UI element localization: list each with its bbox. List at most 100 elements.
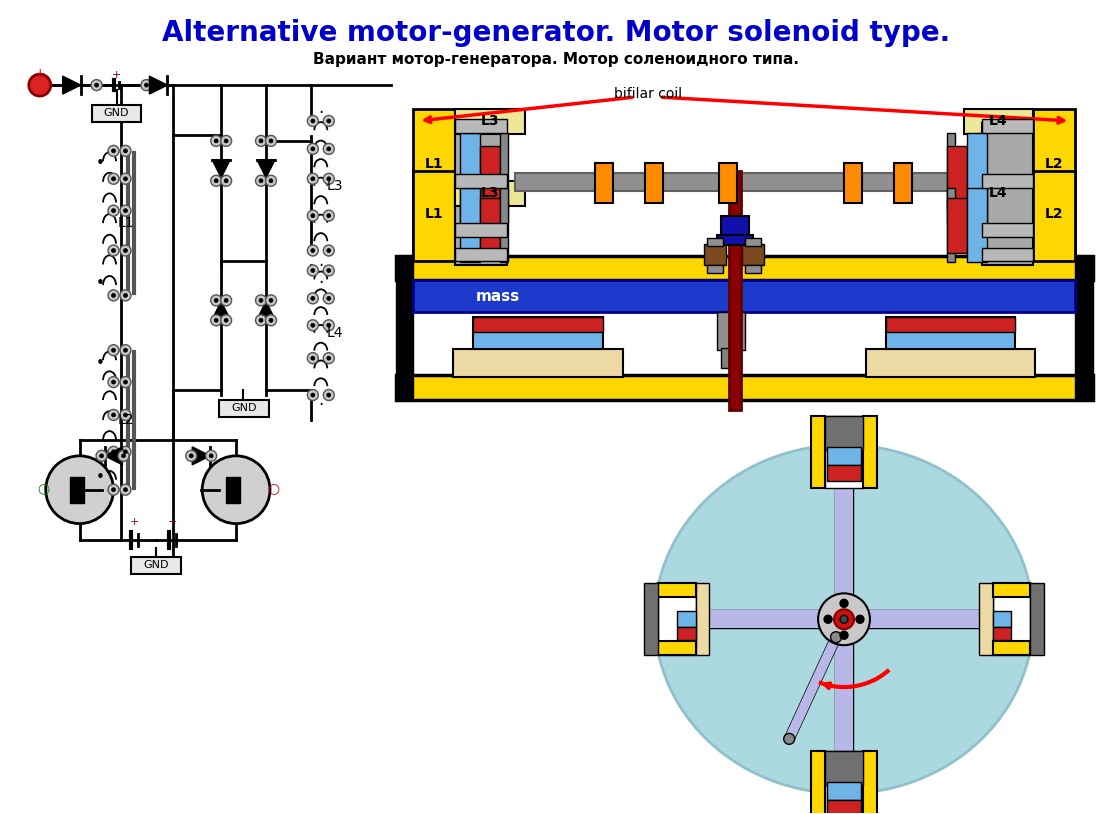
Circle shape [831,632,842,643]
Circle shape [215,139,218,143]
Circle shape [324,265,335,276]
Circle shape [108,290,119,301]
Circle shape [29,74,51,96]
Bar [844,163,862,203]
Circle shape [327,119,330,123]
Bar [982,123,1033,238]
Circle shape [259,179,264,183]
Circle shape [307,210,318,221]
Circle shape [259,318,264,322]
Bar [982,247,1033,261]
Bar [70,477,83,503]
Circle shape [111,348,116,352]
Bar [1033,109,1075,256]
Text: +: + [130,517,139,527]
Text: L4: L4 [327,326,342,339]
Bar [460,188,480,262]
Circle shape [145,83,148,87]
Circle shape [856,615,864,624]
Bar [886,317,1015,349]
Circle shape [256,315,267,326]
Circle shape [824,615,832,624]
Circle shape [311,269,315,273]
Text: L1: L1 [425,157,444,171]
Circle shape [840,599,848,607]
Bar [1033,171,1075,260]
Circle shape [120,377,131,387]
Circle shape [118,450,129,462]
Circle shape [307,352,318,364]
Circle shape [123,248,128,252]
Bar [964,109,1033,134]
Text: .: . [318,99,324,117]
Text: .: . [318,391,324,409]
Circle shape [123,149,128,153]
Polygon shape [192,447,210,465]
Circle shape [123,293,128,297]
Bar [946,198,966,252]
Circle shape [209,454,214,457]
Circle shape [220,135,231,147]
Text: L3: L3 [481,186,499,199]
Circle shape [327,269,330,273]
Circle shape [307,265,318,276]
Bar [745,238,762,246]
Circle shape [266,295,277,306]
Circle shape [220,175,231,186]
Text: ○: ○ [267,481,279,495]
Circle shape [111,149,116,153]
Circle shape [215,299,218,302]
Circle shape [111,380,116,384]
Circle shape [324,390,335,400]
Circle shape [123,413,128,417]
Text: GND: GND [231,403,257,413]
Bar [982,223,1033,237]
Circle shape [307,293,318,304]
Circle shape [123,450,128,454]
Bar [657,584,695,597]
Text: mass: mass [475,289,519,304]
Circle shape [324,143,335,155]
Circle shape [256,135,267,147]
Circle shape [269,318,272,322]
Bar [474,317,603,332]
Text: Вариант мотор-генератора. Мотор соленоидного типа.: Вариант мотор-генератора. Мотор соленоид… [312,52,800,67]
Bar [480,198,500,252]
Bar [396,375,1093,400]
Bar [717,234,753,244]
Bar [1075,256,1093,400]
Bar [993,584,1031,655]
Circle shape [206,450,217,462]
Polygon shape [212,160,230,177]
Bar [474,317,603,349]
Circle shape [327,296,330,300]
Polygon shape [62,77,81,94]
Text: +: + [112,70,121,80]
Text: •: • [96,276,105,291]
Circle shape [120,173,131,184]
Bar [705,243,726,265]
Bar [131,558,181,575]
Circle shape [225,139,228,143]
Circle shape [307,320,318,330]
Bar [707,265,724,274]
Circle shape [111,208,116,212]
Circle shape [327,147,330,151]
Bar [717,313,745,350]
Circle shape [327,177,330,181]
Circle shape [269,139,272,143]
Bar [982,119,1033,133]
Circle shape [311,393,315,397]
Circle shape [324,320,335,330]
Circle shape [96,450,107,462]
Circle shape [311,323,315,327]
Circle shape [307,116,318,126]
Bar [455,174,507,188]
Circle shape [210,135,221,147]
Bar [743,243,764,265]
Bar [946,133,954,223]
Circle shape [123,488,128,492]
Circle shape [311,147,315,151]
Bar [966,188,986,262]
Bar [515,173,974,190]
